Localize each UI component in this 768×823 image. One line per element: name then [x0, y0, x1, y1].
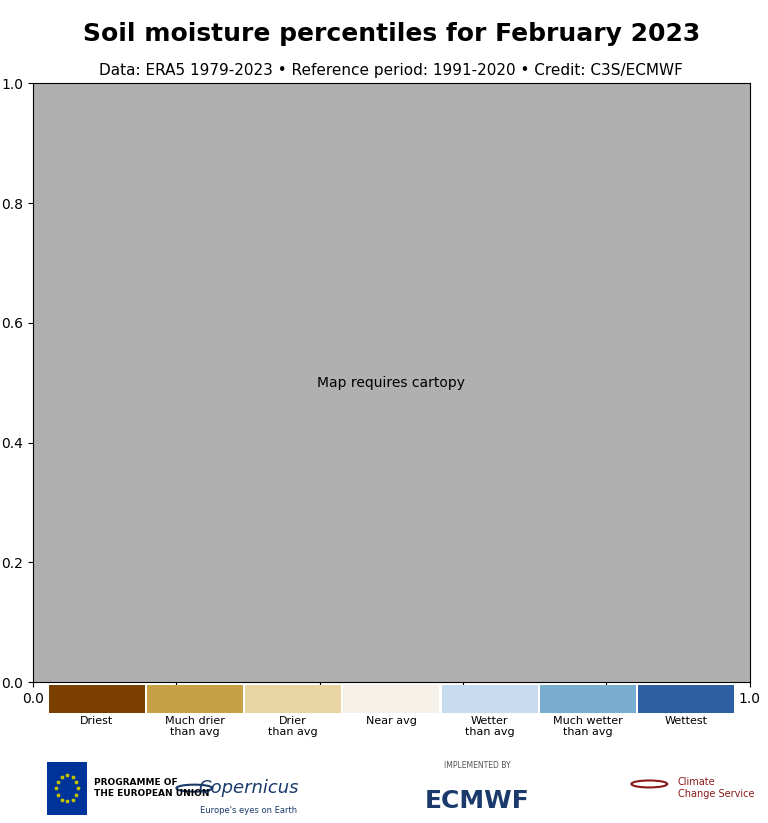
Bar — [147, 685, 243, 713]
Text: Europe's eyes on Earth: Europe's eyes on Earth — [200, 806, 296, 815]
Bar — [638, 685, 734, 713]
Bar — [343, 685, 439, 713]
Text: Climate
Change Service: Climate Change Service — [678, 778, 754, 799]
Bar — [540, 685, 636, 713]
Text: Soil moisture percentiles for February 2023: Soil moisture percentiles for February 2… — [83, 22, 700, 46]
Text: Copernicus: Copernicus — [198, 779, 298, 797]
Text: Near avg: Near avg — [366, 716, 417, 726]
Text: Wetter
than avg: Wetter than avg — [465, 716, 515, 737]
Bar — [442, 685, 538, 713]
Text: Data: ERA5 1979-2023 • Reference period: 1991-2020 • Credit: C3S/ECMWF: Data: ERA5 1979-2023 • Reference period:… — [99, 63, 684, 78]
Text: Much wetter
than avg: Much wetter than avg — [553, 716, 623, 737]
Text: Driest: Driest — [80, 716, 113, 726]
Text: Much drier
than avg: Much drier than avg — [165, 716, 225, 737]
Text: IMPLEMENTED BY: IMPLEMENTED BY — [444, 761, 511, 770]
Text: ECMWF: ECMWF — [425, 788, 530, 812]
Bar — [48, 685, 144, 713]
Text: Drier
than avg: Drier than avg — [268, 716, 318, 737]
Text: Map requires cartopy: Map requires cartopy — [317, 376, 465, 390]
Text: PROGRAMME OF
THE EUROPEAN UNION: PROGRAMME OF THE EUROPEAN UNION — [94, 779, 210, 797]
Text: Wettest: Wettest — [664, 716, 707, 726]
Bar — [245, 685, 341, 713]
Bar — [48, 761, 87, 815]
